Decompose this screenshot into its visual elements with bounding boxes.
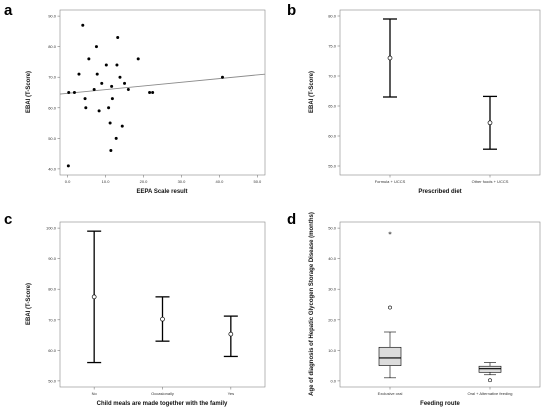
chart-panel-a: 40.0 50.0 60.0 70.0 80.0 90.0 0.0 10.0 20.0 30.0 4… <box>26 9 266 195</box>
chart-panel-b: 55.0 60.0 65.0 70.0 75.0 80.0 Formula + UCCS Ot… <box>309 9 541 195</box>
data-point <box>114 136 118 140</box>
y-tick-label: 70.0 <box>48 317 57 322</box>
y-tick-label: 60.0 <box>48 348 57 353</box>
data-point <box>81 23 85 27</box>
panel-c-letter: c <box>4 211 12 228</box>
x-tick-label: 50.0 <box>254 179 263 184</box>
data-point <box>109 149 113 153</box>
x-tick-label: 40.0 <box>216 179 225 184</box>
mean-marker <box>160 316 165 322</box>
data-point <box>118 75 122 79</box>
data-point <box>87 57 91 61</box>
x-axis-label: Feeding route <box>420 401 460 407</box>
data-point <box>116 36 120 39</box>
y-tick-label: 55.0 <box>328 164 337 169</box>
y-tick-label: 80.0 <box>48 44 57 49</box>
x-axis-label: Prescribed diet <box>418 189 461 195</box>
outlier-star: * <box>388 231 392 239</box>
data-point <box>84 106 88 110</box>
y-tick-label: 40.0 <box>48 166 57 171</box>
data-point <box>95 72 99 76</box>
x-tick-label: Occasionally <box>151 391 174 396</box>
y-axis-label: EBAI (T-Score) <box>309 71 315 113</box>
mean-marker <box>387 55 393 61</box>
data-point <box>108 121 112 125</box>
data-point <box>92 87 96 91</box>
y-axis-label: Age of diagnosis of Hepatic Glycogen Sto… <box>309 212 315 396</box>
chart-panel-d: 0.0 10.0 20.0 30.0 40.0 50.0 Exclusive oral Ora… <box>309 212 541 407</box>
x-tick-label: Other foods + UCCS <box>472 179 509 184</box>
data-point <box>126 87 130 91</box>
data-point <box>123 81 127 85</box>
data-point <box>104 63 108 67</box>
data-point <box>72 91 76 94</box>
data-point <box>107 106 111 110</box>
panel-d-letter: d <box>287 211 296 228</box>
y-tick-label: 60.0 <box>48 105 57 110</box>
data-point <box>115 63 119 67</box>
y-tick-label: 50.0 <box>48 378 57 383</box>
data-point <box>151 91 155 94</box>
data-point <box>97 109 101 113</box>
panel-b-letter: b <box>287 2 296 19</box>
x-tick-label: Exclusive oral <box>378 391 403 396</box>
x-axis-label: EEPA Scale result <box>136 189 187 195</box>
y-tick-label: 60.0 <box>328 134 337 139</box>
data-point <box>110 84 114 88</box>
data-point <box>66 164 70 168</box>
y-tick-label: 90.0 <box>48 14 57 19</box>
chart-panel-c: 50.0 60.0 70.0 80.0 90.0 100.0 No Occasionally Y… <box>26 221 266 407</box>
y-tick-label: 30.0 <box>328 287 337 292</box>
panel-a-letter: a <box>4 2 13 19</box>
x-tick-label: No <box>92 391 98 396</box>
y-tick-label: 0.0 <box>330 378 336 383</box>
x-tick-label: 10.0 <box>102 179 111 184</box>
x-tick-label: Formula + UCCS <box>375 179 406 184</box>
y-tick-label: 75.0 <box>328 44 337 49</box>
y-tick-label: 65.0 <box>328 104 337 109</box>
mean-marker <box>487 120 493 126</box>
data-point <box>110 97 114 101</box>
x-tick-label: Oral + Alternative feeding <box>467 391 512 396</box>
data-point <box>77 72 81 76</box>
y-tick-label: 80.0 <box>328 14 337 19</box>
mean-marker <box>91 294 97 300</box>
x-tick-label: 30.0 <box>178 179 187 184</box>
data-point <box>136 57 140 61</box>
data-point <box>94 45 98 49</box>
data-point <box>148 91 152 94</box>
data-point <box>100 81 104 85</box>
y-tick-label: 20.0 <box>328 317 337 322</box>
y-tick-label: 10.0 <box>328 348 337 353</box>
y-tick-label: 50.0 <box>48 136 57 141</box>
outlier-point <box>488 378 492 383</box>
data-point <box>120 124 124 128</box>
outlier-point <box>388 305 392 310</box>
y-axis-label: EBAI (T-Score) <box>26 283 32 325</box>
y-tick-label: 100.0 <box>46 226 57 231</box>
plot-area <box>339 9 541 176</box>
y-tick-label: 70.0 <box>48 75 57 80</box>
x-axis-label: Child meals are made together with the f… <box>97 401 228 407</box>
y-tick-label: 50.0 <box>328 226 337 231</box>
x-tick-label: 20.0 <box>140 179 149 184</box>
plot-area <box>59 9 266 176</box>
data-point <box>67 91 71 94</box>
y-tick-label: 70.0 <box>328 74 337 79</box>
data-point <box>83 97 87 101</box>
y-tick-label: 80.0 <box>48 287 57 292</box>
x-tick-label: 0.0 <box>65 179 71 184</box>
y-tick-label: 40.0 <box>328 256 337 261</box>
y-tick-label: 90.0 <box>48 256 57 261</box>
mean-marker <box>228 331 234 337</box>
y-axis-label: EBAI (T-Score) <box>26 71 32 113</box>
box <box>378 346 402 366</box>
x-tick-label: Yes <box>228 391 235 396</box>
data-point <box>220 75 224 79</box>
plot-area <box>339 221 541 388</box>
box <box>478 365 502 373</box>
